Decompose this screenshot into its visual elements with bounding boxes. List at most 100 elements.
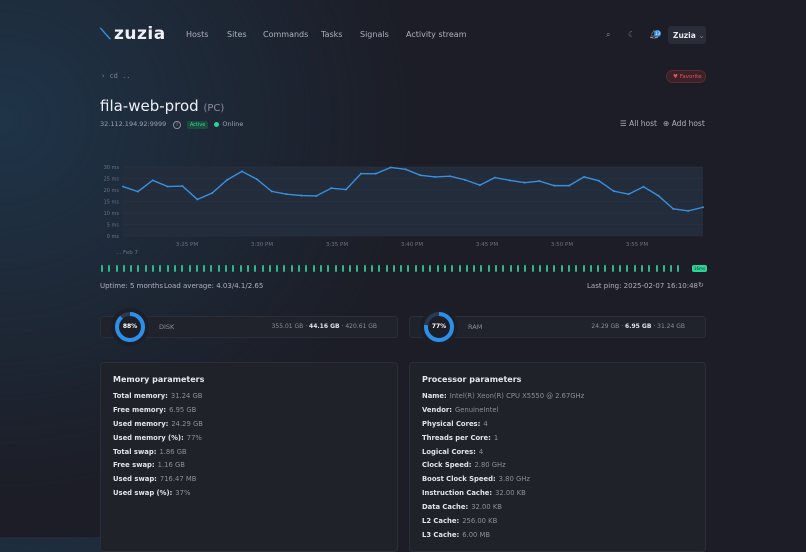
y-tick-label: 25 ms — [104, 177, 120, 183]
param-value: 6.00 MB — [462, 530, 491, 539]
param-value: 32.00 KB — [471, 503, 502, 512]
processor-panel: Processor parameters Name: Intel(R) Xeon(… — [409, 362, 706, 552]
x-tick-label: 3:50 PM — [551, 242, 573, 248]
disk-card: 88% DISK 355.01 GB · 44.16 GB · 420.61 G… — [100, 308, 398, 346]
donut-fill — [424, 312, 454, 342]
ping-tick — [246, 265, 249, 272]
param-row: L3 Cache: 6.00 MB — [422, 531, 693, 545]
ping-tick — [458, 265, 461, 272]
param-value: 32.00 KB — [495, 489, 526, 498]
ram-percent: 77% — [431, 323, 447, 330]
logo-mark-icon: ⟍ — [100, 25, 112, 43]
param-value: 1.16 GB — [157, 461, 185, 470]
breadcrumb-text: cd .. — [109, 72, 131, 80]
ping-tick — [188, 265, 191, 272]
favorite-label: Favorite — [679, 74, 702, 80]
nav-activity-stream[interactable]: Activity stream — [406, 30, 467, 39]
ping-tick — [363, 265, 366, 272]
param-key: Total memory: — [113, 392, 168, 400]
info-icon[interactable]: i — [173, 121, 181, 129]
ping-tick — [473, 265, 476, 272]
all-host-link[interactable]: ☰ All host — [620, 119, 657, 128]
chevron-right-icon: › — [101, 72, 106, 80]
ping-tick — [370, 265, 373, 272]
refresh-icon[interactable]: ↻ — [698, 281, 704, 289]
add-host-link[interactable]: ⊕ Add host — [663, 119, 705, 128]
data-point — [672, 207, 675, 210]
param-value: GenuineIntel — [454, 405, 499, 414]
ping-tick — [173, 265, 176, 272]
search-icon[interactable]: ⌕ — [606, 30, 611, 39]
param-value: 4 — [478, 447, 484, 456]
param-row: Vendor: GenuineIntel — [422, 406, 693, 420]
ping-tick — [640, 265, 643, 272]
ping-tick — [115, 265, 118, 272]
ping-tick — [495, 265, 498, 272]
x-tick-label: 3:25 PM — [176, 242, 198, 248]
param-value: Intel(R) Xeon(R) CPU X5550 @ 2.67GHz — [449, 392, 585, 400]
param-key: Instruction Cache: — [422, 489, 493, 498]
ping-tick — [502, 265, 505, 272]
ping-tick — [312, 265, 315, 272]
data-point — [345, 188, 348, 191]
data-point — [240, 170, 243, 173]
ping-tick — [101, 265, 103, 272]
ping-tick — [443, 265, 446, 272]
ping-tick — [414, 265, 417, 272]
param-key: Used swap: — [113, 475, 157, 484]
disk-percent: 88% — [122, 323, 138, 330]
param-value: 24.29 GB — [171, 419, 203, 428]
param-key: Boost Clock Speed: — [422, 475, 496, 484]
ping-tick — [144, 265, 147, 272]
disk-used: 355.01 GB — [271, 323, 304, 330]
param-key: Used memory: — [113, 419, 169, 428]
param-key: Physical Cores: — [422, 419, 481, 428]
ping-tick — [122, 265, 125, 272]
param-key: Data Cache: — [422, 503, 469, 512]
ping-tick — [626, 265, 629, 272]
disk-donut — [115, 312, 145, 342]
param-key: Threads per Core: — [422, 433, 491, 442]
data-point — [687, 209, 690, 212]
logo[interactable]: ⟍ zuzia — [100, 24, 166, 44]
param-row: Physical Cores: 4 — [422, 420, 693, 434]
ping-tick — [633, 265, 636, 272]
param-row: Name: Intel(R) Xeon(R) CPU X5550 @ 2.67GH… — [422, 392, 693, 406]
ping-tick — [232, 265, 235, 272]
data-point — [523, 181, 526, 184]
data-point — [374, 172, 377, 175]
ping-tick — [524, 265, 527, 272]
user-name: Zuzia — [673, 31, 696, 40]
all-host-label: All host — [629, 119, 657, 128]
nav-signals[interactable]: Signals — [360, 30, 389, 39]
disk-free: 44.16 GB — [309, 323, 340, 330]
ram-total: 31.24 GB — [657, 323, 685, 330]
y-tick-label: 15 ms — [104, 200, 120, 206]
ping-tick — [195, 265, 198, 272]
favorite-button[interactable]: ♥ Favorite — [666, 70, 706, 83]
nav-sites[interactable]: Sites — [227, 30, 247, 39]
ping-status-bar — [101, 265, 701, 273]
data-point — [568, 184, 571, 187]
nav-tasks[interactable]: Tasks — [321, 30, 343, 39]
param-row: Used swap: 716.47 MB — [113, 475, 385, 489]
param-row: Instruction Cache: 32.00 KB — [422, 489, 693, 503]
ping-tick — [225, 265, 228, 272]
param-key: Vendor: — [422, 405, 452, 414]
param-row: Boost Clock Speed: 3.80 GHz — [422, 475, 693, 489]
data-point — [255, 178, 258, 181]
ping-tick — [319, 265, 322, 272]
nav-commands[interactable]: Commands — [263, 30, 309, 39]
moon-icon[interactable]: ☾ — [628, 30, 636, 39]
data-point — [151, 179, 154, 182]
param-value: 6.95 GB — [169, 405, 197, 414]
last-ping-badge: 16ms — [692, 265, 708, 272]
online-status: Online — [222, 120, 244, 128]
user-menu[interactable]: Zuzia ⌄ — [668, 26, 706, 44]
data-point — [300, 194, 303, 197]
data-point — [627, 193, 630, 196]
ping-tick — [619, 265, 622, 272]
breadcrumb[interactable]: › cd .. — [101, 72, 131, 80]
nav-hosts[interactable]: Hosts — [186, 30, 209, 39]
ping-tick — [436, 265, 439, 272]
